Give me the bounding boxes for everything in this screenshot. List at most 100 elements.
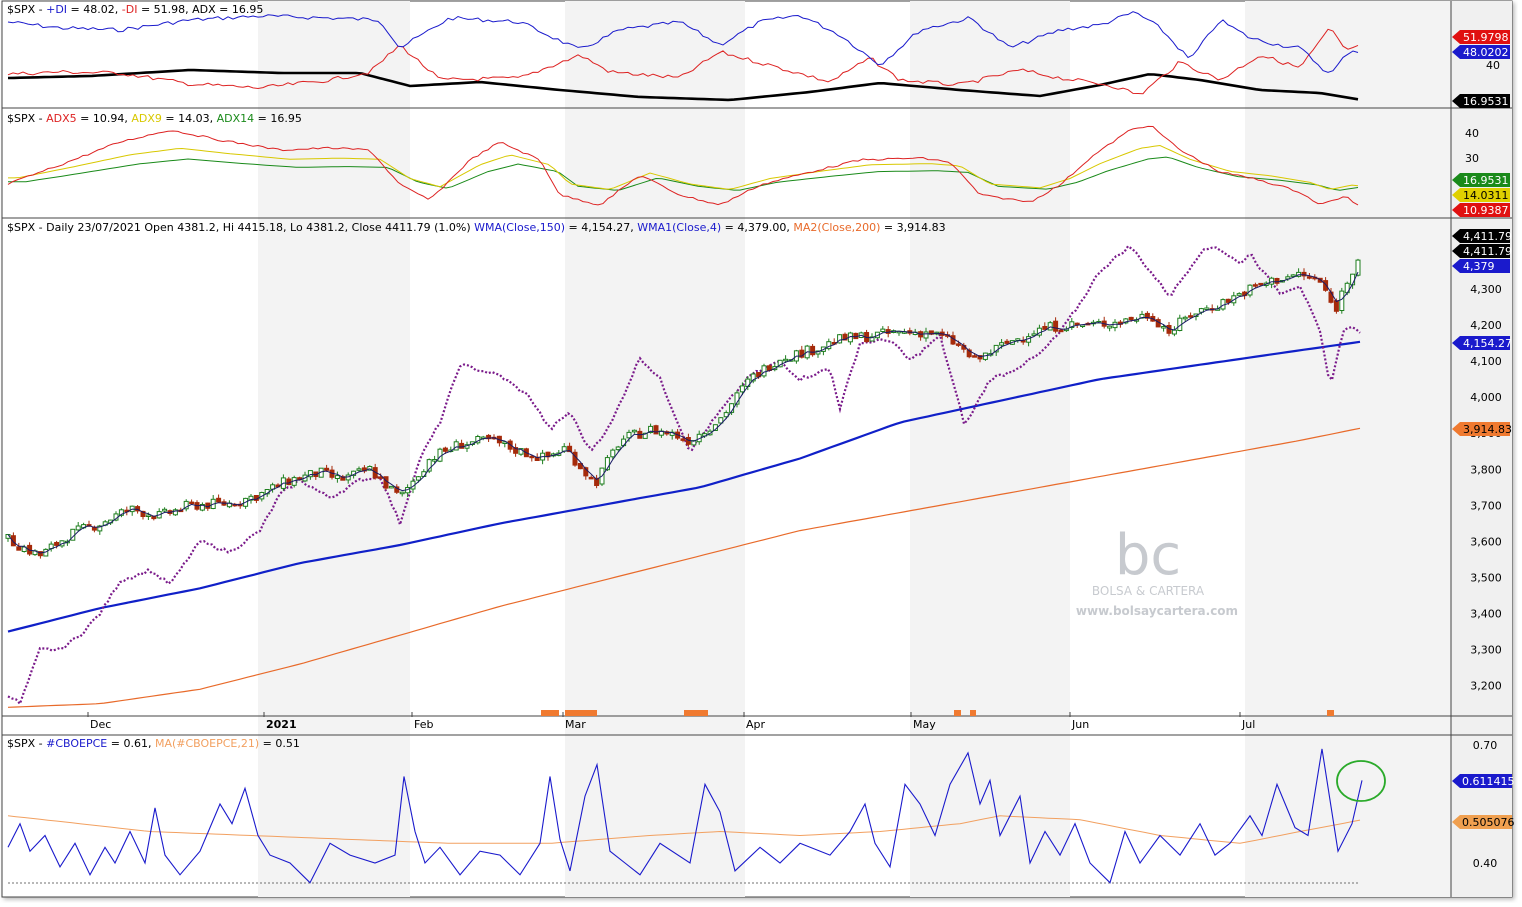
candle-down <box>1333 300 1339 312</box>
dmi-tick-40: 40 <box>1486 59 1500 72</box>
candle-down <box>583 467 589 477</box>
tag-ma200-text: 3,914.83 <box>1463 423 1512 436</box>
month-band <box>565 1 745 897</box>
tag-wma4-text: 4,379 <box>1463 260 1495 273</box>
candle-up <box>869 336 875 342</box>
candle-down <box>842 333 848 341</box>
candle-down <box>459 442 465 449</box>
bolsa-cartera-watermark: bc BOLSA & CARTERA www.bolsaycartera.com <box>1076 523 1238 618</box>
candle-up <box>356 468 362 471</box>
candle-up <box>1161 326 1167 329</box>
candle-up <box>1339 290 1345 312</box>
candle-down <box>216 497 222 503</box>
tag-cboe-ma-text: 0.505076 <box>1462 816 1515 829</box>
candle-down <box>10 535 16 547</box>
candle-up <box>815 350 821 355</box>
month-band <box>910 1 1070 897</box>
price-tick: 4,100 <box>1470 355 1502 368</box>
candle-up <box>1069 321 1075 328</box>
price-tick: 3,200 <box>1470 680 1502 693</box>
tag-close-1 <box>1452 229 1510 243</box>
tag-close-2-text: 4,411.79 <box>1463 245 1512 258</box>
candle-down <box>1144 312 1150 319</box>
tag-minus-di <box>1452 30 1510 44</box>
candle-up <box>691 440 697 446</box>
price-tick: 3,400 <box>1470 608 1502 621</box>
candle-up <box>1204 307 1210 310</box>
month-band <box>1245 1 1451 897</box>
month-label: 2021 <box>266 718 297 731</box>
price-tick: 3,500 <box>1470 572 1502 585</box>
candle-up <box>1355 259 1361 276</box>
signal-mark <box>565 710 597 716</box>
candle-down <box>799 349 805 358</box>
candle-down <box>588 476 594 480</box>
candle-up <box>718 417 724 424</box>
candle-up <box>739 385 745 393</box>
candle-up <box>162 508 168 512</box>
wma150-line <box>7 340 1361 633</box>
cboe-ma-line <box>7 815 1361 844</box>
candle-up <box>723 412 729 418</box>
candle-down <box>1323 280 1329 291</box>
dmi-header: $SPX - +DI = 48.02, -DI = 51.98, ADX = 1… <box>7 3 263 16</box>
value-tags: 51.9798 48.0202 16.9531 16.9531 14.0311 … <box>1452 30 1515 829</box>
candle-down <box>972 355 978 358</box>
candle-up <box>97 525 103 532</box>
candle-down <box>1074 322 1080 326</box>
candle-up <box>518 448 524 455</box>
candle-up <box>415 476 421 481</box>
bc-logo-icon: bc <box>1115 523 1181 588</box>
panel-adx: 40 30 20 $SPX - ADX5 = 10.94, ADX9 = 14.… <box>7 112 1479 206</box>
ma200-line <box>7 427 1361 708</box>
candle-up <box>426 459 432 472</box>
candle-down <box>135 506 141 512</box>
tag-cboe-text: 0.611415 <box>1462 775 1515 788</box>
cboe-line <box>7 748 1363 884</box>
candle-down <box>442 447 448 452</box>
panel-price: bc BOLSA & CARTERA www.bolsaycartera.com… <box>5 221 1502 731</box>
tag-close-1-text: 4,411.79 <box>1463 230 1512 243</box>
orange-signal-marks <box>541 710 1334 716</box>
candle-down <box>16 546 22 551</box>
candle-up <box>615 446 621 451</box>
candle-up <box>1112 321 1118 329</box>
value-axis-strip <box>1451 1 1512 897</box>
candle-up <box>1047 322 1053 331</box>
panel-dmi: 40 $SPX - +DI = 48.02, -DI = 51.98, ADX … <box>7 3 1500 102</box>
highlight-circle <box>1336 760 1386 802</box>
candle-down <box>54 542 60 546</box>
cboe-tick-040: 0.40 <box>1473 857 1498 870</box>
candle-up <box>631 429 637 433</box>
adx14-line <box>8 156 1359 191</box>
candle-up <box>453 441 459 451</box>
candle-up <box>334 475 340 480</box>
tag-adx <box>1452 94 1510 108</box>
candle-down <box>567 445 573 453</box>
month-label: Mar <box>565 718 586 731</box>
month-labels: Dec 2021 Feb Mar Apr May Jun Jul <box>87 712 1255 731</box>
candle-up <box>999 342 1005 346</box>
signal-mark <box>970 710 976 716</box>
candle-up <box>5 534 11 539</box>
tag-cboe-ma <box>1452 815 1512 829</box>
tag-wma150 <box>1452 336 1510 350</box>
adx-line <box>7 68 1359 102</box>
candle-down <box>1128 316 1134 321</box>
tag-adx5 <box>1452 203 1510 217</box>
candle-up <box>761 365 767 377</box>
price-tick: 3,600 <box>1470 535 1502 548</box>
adx9-line <box>8 144 1359 190</box>
candle-up <box>75 525 81 531</box>
tag-ma200 <box>1452 422 1510 436</box>
candle-down <box>140 510 146 517</box>
candle-up <box>199 504 205 511</box>
candle-up <box>399 491 405 495</box>
month-label: Dec <box>90 718 111 731</box>
month-band <box>258 1 410 897</box>
tag-plus-di-text: 48.0202 <box>1463 46 1509 59</box>
candle-down <box>189 501 195 505</box>
month-label: Apr <box>746 718 766 731</box>
